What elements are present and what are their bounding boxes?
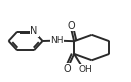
Text: N: N	[30, 26, 38, 36]
Text: O: O	[63, 64, 71, 74]
Text: OH: OH	[79, 65, 92, 74]
Text: O: O	[68, 21, 75, 31]
Text: NH: NH	[50, 36, 64, 45]
